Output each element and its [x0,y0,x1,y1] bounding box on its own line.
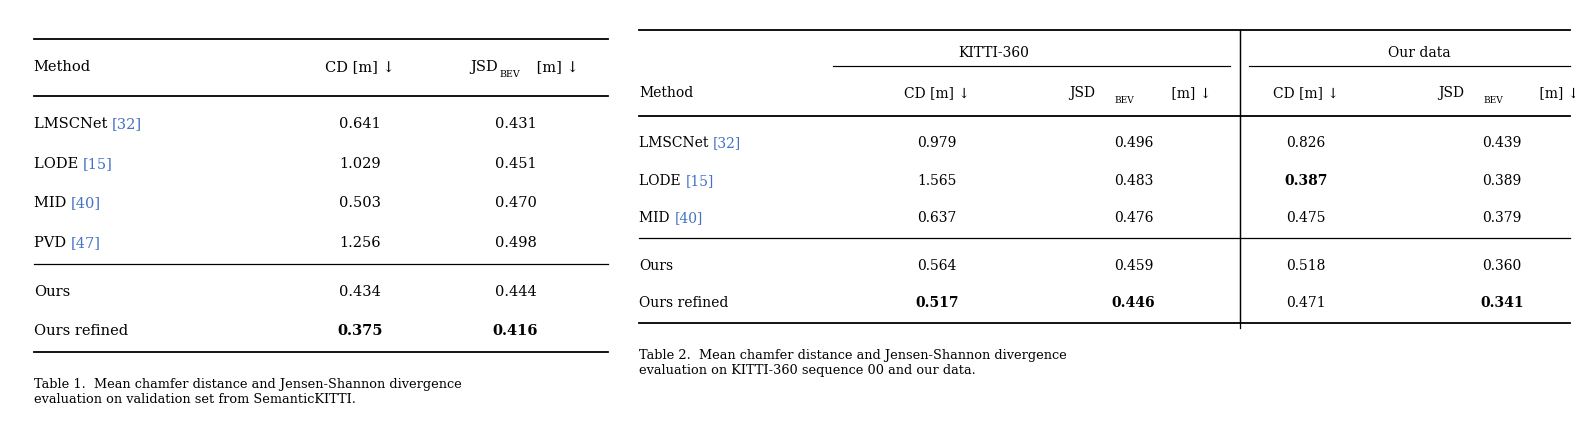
Text: Ours refined: Ours refined [639,296,729,310]
Text: 0.641: 0.641 [339,117,381,131]
Text: 0.341: 0.341 [1480,296,1525,310]
Text: [40]: [40] [71,196,101,210]
Text: Method: Method [33,60,91,74]
Text: LMSCNet: LMSCNet [639,136,713,150]
Text: 0.434: 0.434 [339,285,381,299]
Text: 0.637: 0.637 [917,211,958,225]
Text: [m] ↓: [m] ↓ [532,60,580,74]
Text: LODE: LODE [33,157,82,171]
Text: 0.518: 0.518 [1285,259,1326,272]
Text: 0.459: 0.459 [1114,259,1153,272]
Text: KITTI-360: KITTI-360 [958,46,1030,60]
Text: Ours: Ours [33,285,69,299]
Text: 0.496: 0.496 [1114,136,1153,150]
Text: 0.416: 0.416 [493,324,539,338]
Text: 0.498: 0.498 [495,236,537,250]
Text: JSD: JSD [1069,86,1096,100]
Text: [40]: [40] [674,211,702,225]
Text: Ours refined: Ours refined [33,324,128,338]
Text: [15]: [15] [685,174,713,187]
Text: [m] ↓: [m] ↓ [1536,86,1575,100]
Text: PVD: PVD [33,236,71,250]
Text: CD [m] ↓: CD [m] ↓ [904,86,970,100]
Text: 0.471: 0.471 [1285,296,1326,310]
Text: [32]: [32] [713,136,742,150]
Text: 0.375: 0.375 [337,324,383,338]
Text: CD [m] ↓: CD [m] ↓ [324,60,395,74]
Text: Method: Method [639,86,693,100]
Text: 0.431: 0.431 [495,117,537,131]
Text: MID: MID [639,211,674,225]
Text: 0.439: 0.439 [1482,136,1521,150]
Text: 0.979: 0.979 [917,136,958,150]
Text: LMSCNet: LMSCNet [33,117,112,131]
Text: 0.444: 0.444 [495,285,537,299]
Text: 0.564: 0.564 [917,259,958,272]
Text: [15]: [15] [82,157,112,171]
Text: Table 1.  Mean chamfer distance and Jensen-Shannon divergence
evaluation on vali: Table 1. Mean chamfer distance and Jense… [33,378,461,406]
Text: [m] ↓: [m] ↓ [1167,86,1211,100]
Text: Our data: Our data [1388,46,1451,60]
Text: 0.379: 0.379 [1482,211,1521,225]
Text: 0.389: 0.389 [1482,174,1521,187]
Text: 0.483: 0.483 [1114,174,1153,187]
Text: 0.451: 0.451 [495,157,537,171]
Text: Ours: Ours [639,259,674,272]
Text: 0.470: 0.470 [495,196,537,210]
Text: 0.475: 0.475 [1285,211,1326,225]
Text: 0.503: 0.503 [339,196,381,210]
Text: 0.387: 0.387 [1284,174,1328,187]
Text: CD [m] ↓: CD [m] ↓ [1273,86,1339,100]
Text: 0.826: 0.826 [1287,136,1325,150]
Text: BEV: BEV [499,70,520,79]
Text: MID: MID [33,196,71,210]
Text: 1.029: 1.029 [339,157,381,171]
Text: 0.476: 0.476 [1114,211,1153,225]
Text: 0.517: 0.517 [915,296,959,310]
Text: JSD: JSD [471,60,498,74]
Text: JSD: JSD [1438,86,1465,100]
Text: [47]: [47] [71,236,101,250]
Text: 1.565: 1.565 [917,174,958,187]
Text: 1.256: 1.256 [339,236,381,250]
Text: BEV: BEV [1484,96,1503,105]
Text: 0.360: 0.360 [1482,259,1521,272]
Text: 0.446: 0.446 [1112,296,1156,310]
Text: Table 2.  Mean chamfer distance and Jensen-Shannon divergence
evaluation on KITT: Table 2. Mean chamfer distance and Jense… [639,349,1068,377]
Text: BEV: BEV [1115,96,1134,105]
Text: [32]: [32] [112,117,142,131]
Text: LODE: LODE [639,174,685,187]
